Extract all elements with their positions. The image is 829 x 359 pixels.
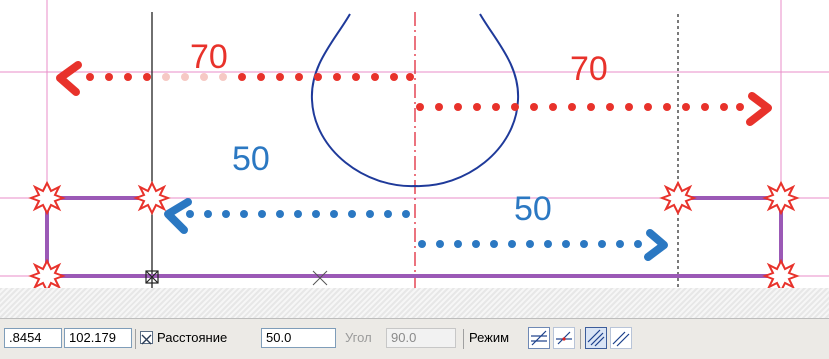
check-cross-icon	[141, 334, 152, 345]
distance-checkbox[interactable]	[140, 331, 153, 345]
snap-points	[28, 180, 800, 294]
intersect-lines-icon	[556, 331, 572, 345]
mode-parallel-button[interactable]	[528, 327, 550, 349]
dimension-label-top-right: 70	[570, 50, 608, 88]
style-hatched-button[interactable]	[585, 327, 607, 349]
drawing-area-border	[0, 288, 829, 318]
diagonal-lines-icon	[612, 331, 630, 347]
dimension-label-top-left: 70	[190, 38, 228, 76]
hatch-pattern-icon	[587, 329, 605, 347]
snap-point-icon	[659, 180, 697, 216]
origin-marker-icon	[145, 270, 159, 284]
style-lines-button[interactable]	[610, 327, 632, 349]
separator	[135, 329, 136, 349]
angle-label: Угол	[345, 330, 372, 345]
distance-input[interactable]: 50.0	[261, 328, 336, 348]
mode-label: Режим	[469, 330, 510, 345]
snap-point-icon	[133, 180, 171, 216]
snap-point-icon	[762, 180, 800, 216]
parallel-lines-icon	[531, 330, 547, 346]
arrow-left-blue	[164, 198, 410, 234]
angle-input: 90.0	[386, 328, 456, 348]
arrow-left-red	[56, 61, 414, 96]
dimension-label-middle-right: 50	[514, 190, 552, 228]
separator	[580, 329, 581, 349]
properties-panel: .8454 102.179 Расстояние 50.0 Угол 90.0 …	[0, 318, 829, 359]
distance-label: Расстояние	[157, 330, 228, 345]
drawing-canvas[interactable]: 70 70 50 50	[0, 0, 829, 300]
arrow-right-red	[416, 92, 772, 126]
snap-point-icon	[762, 258, 800, 294]
snap-point-icon	[28, 258, 66, 294]
separator	[463, 329, 464, 349]
coord-x-field[interactable]: .8454	[4, 328, 62, 348]
dimension-label-middle-left: 50	[232, 140, 270, 178]
mode-intersect-button[interactable]	[553, 327, 575, 349]
snap-point-icon	[28, 180, 66, 216]
arrow-right-blue	[418, 229, 668, 261]
coord-y-field[interactable]: 102.179	[64, 328, 132, 348]
cross-marker-icon	[312, 270, 328, 286]
part-outline	[45, 196, 783, 278]
